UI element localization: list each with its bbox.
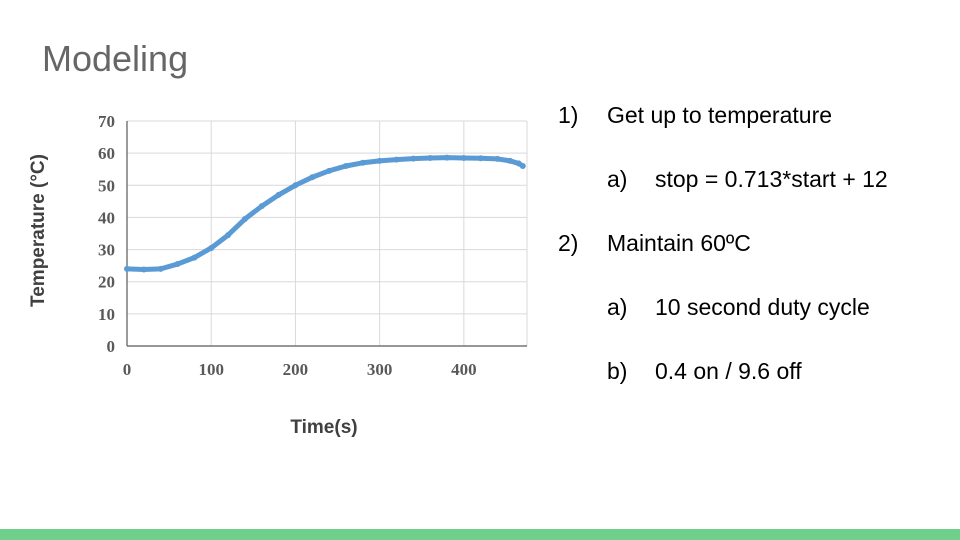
y-tick-label: 20 xyxy=(98,273,115,292)
data-point xyxy=(292,182,299,189)
data-point xyxy=(124,265,130,272)
list-text: Get up to temperature xyxy=(607,102,833,128)
data-point xyxy=(174,261,181,268)
data-point xyxy=(275,191,282,198)
data-point xyxy=(309,174,316,181)
y-tick-label: 10 xyxy=(98,305,115,324)
list-marker: a) xyxy=(607,294,628,320)
list-text: 10 second duty cycle xyxy=(655,294,870,320)
x-tick-label: 0 xyxy=(123,360,132,379)
y-tick-label: 0 xyxy=(107,337,116,356)
data-point xyxy=(393,156,400,163)
data-point xyxy=(444,154,450,161)
data-point xyxy=(427,154,434,161)
data-point xyxy=(359,159,366,166)
data-point xyxy=(140,266,147,273)
list-marker: 1) xyxy=(558,102,579,128)
list-text: 0.4 on / 9.6 off xyxy=(655,358,802,384)
data-point xyxy=(225,232,232,239)
y-axis-title: Temperature (°C) xyxy=(28,154,49,307)
list-text: Maintain 60ºC xyxy=(607,230,751,256)
data-point xyxy=(460,154,467,161)
data-point xyxy=(326,167,333,174)
data-point xyxy=(191,254,198,261)
list-text: stop = 0.713*start + 12 xyxy=(655,166,888,192)
slide-title: Modeling xyxy=(42,38,189,79)
x-tick-label: 200 xyxy=(283,360,309,379)
x-tick-label: 400 xyxy=(451,360,477,379)
data-point xyxy=(241,216,248,223)
list-marker: 2) xyxy=(558,230,579,256)
y-tick-label: 60 xyxy=(98,144,115,163)
data-point xyxy=(342,163,349,169)
x-tick-label: 100 xyxy=(198,360,224,379)
data-point xyxy=(208,244,215,251)
bottom-accent-bar xyxy=(0,529,960,540)
x-tick-label: 300 xyxy=(367,360,393,379)
y-tick-label: 30 xyxy=(98,241,115,260)
data-point xyxy=(477,155,484,162)
data-point xyxy=(258,203,265,210)
data-point xyxy=(494,155,501,162)
y-tick-label: 70 xyxy=(98,112,115,131)
temperature-chart: 0 10 20 30 40 50 60 70 0 100 200 300 400 Time(s) Tempe… xyxy=(28,112,528,438)
y-tick-label: 40 xyxy=(98,208,115,227)
y-tick-label: 50 xyxy=(98,176,115,195)
data-point xyxy=(376,157,383,164)
data-point xyxy=(519,163,526,169)
data-point xyxy=(410,155,417,162)
data-point xyxy=(157,265,164,272)
data-point xyxy=(507,157,514,164)
x-axis-title: Time(s) xyxy=(290,417,357,438)
list-marker: a) xyxy=(607,166,628,192)
list-marker: b) xyxy=(607,358,628,384)
